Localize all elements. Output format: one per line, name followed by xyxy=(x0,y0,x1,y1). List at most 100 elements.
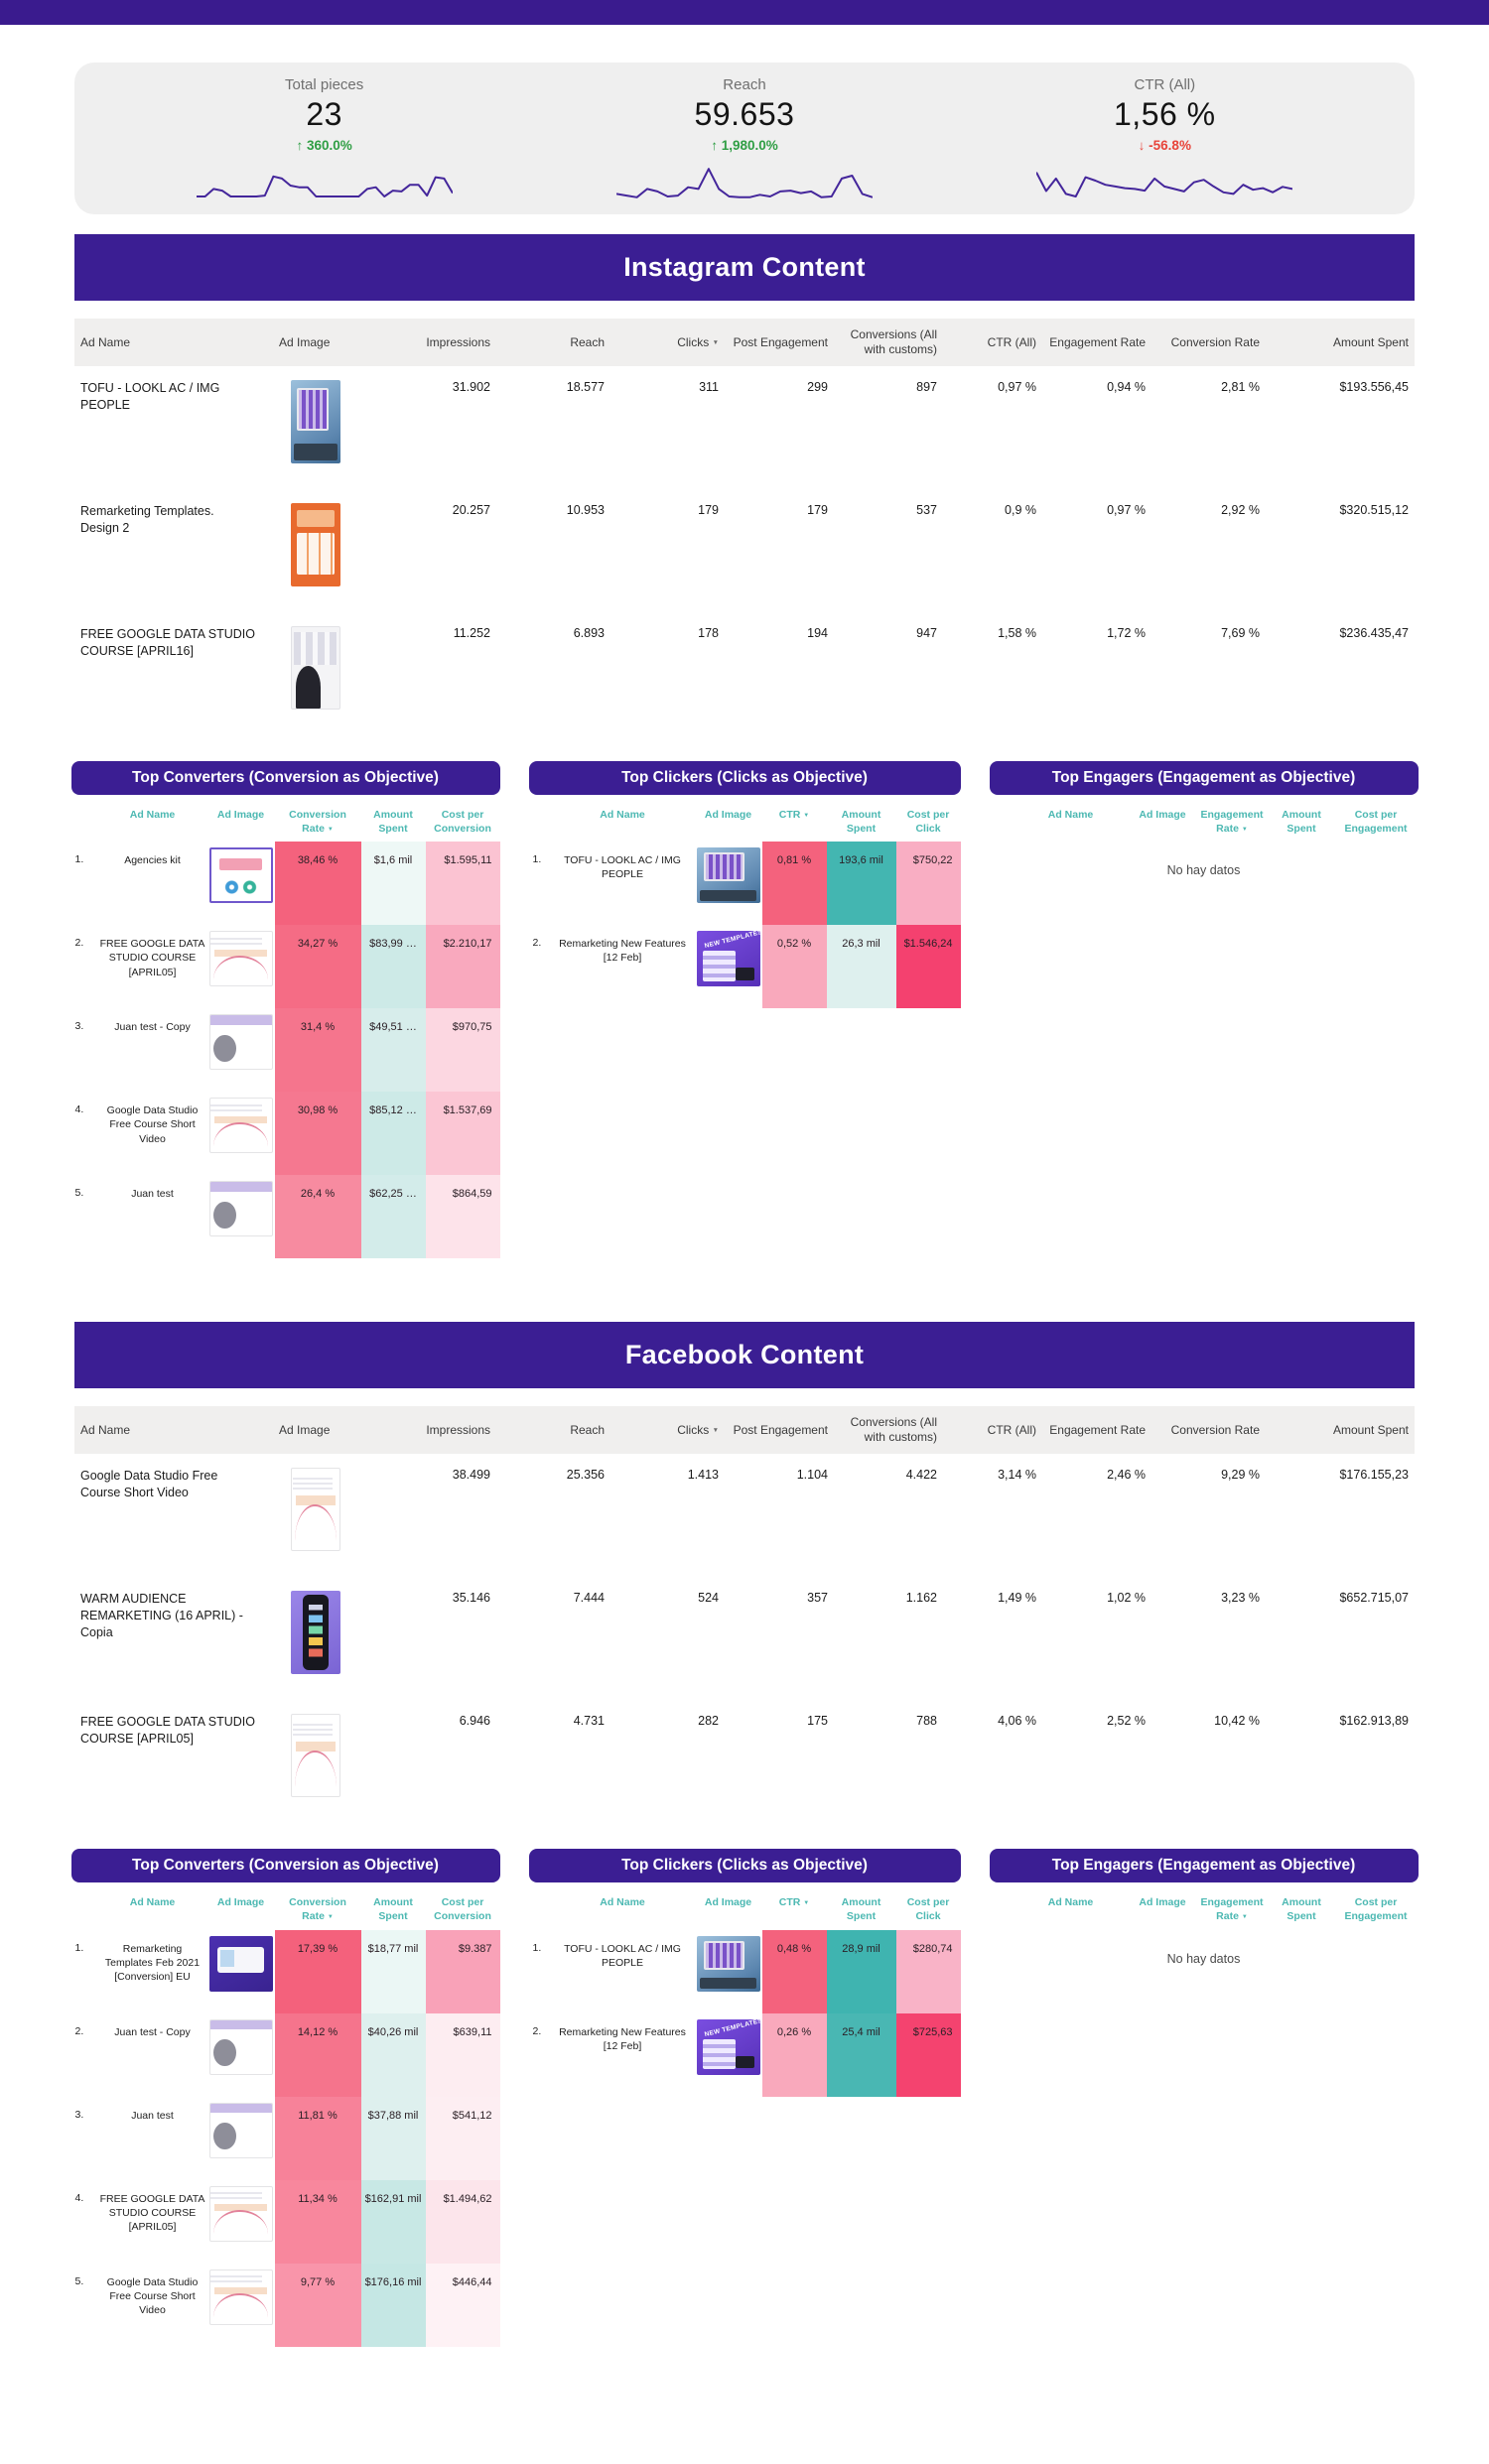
cost-per-click-cell: $725,63 xyxy=(895,2012,961,2097)
col-reach[interactable]: Reach xyxy=(496,319,610,366)
facebook-section-banner: Facebook Content xyxy=(74,1322,1415,1389)
col-amount-spent[interactable]: Amount Spent xyxy=(1282,809,1321,835)
top-bar xyxy=(0,0,1489,25)
cost-per-conversion-cell: $9.387 xyxy=(425,1929,500,2013)
post-engagement-value: 179 xyxy=(807,503,828,517)
col-engagement-rate[interactable]: Engagement Rate ▼ xyxy=(1200,1896,1264,1922)
col-post-engagement[interactable]: Post Engagement xyxy=(725,1406,834,1455)
post-engagement-value: 357 xyxy=(807,1591,828,1606)
col-amount-spent[interactable]: Amount Spent xyxy=(841,809,881,835)
col-ad-image: Ad Image xyxy=(216,809,265,821)
kpi-sparkline xyxy=(1035,157,1293,204)
engagement-rate-value: 2,46 % xyxy=(1107,1468,1146,1483)
col-ctr[interactable]: CTR (All) xyxy=(943,1406,1042,1455)
reach-value: 25.356 xyxy=(566,1468,605,1483)
top-list-row: 3. Juan test 11,81 % $37,88 mil $541,12 xyxy=(71,2096,500,2180)
conversion-rate-cell: 31,4 % xyxy=(274,1008,361,1093)
kpi-label: Reach xyxy=(723,76,766,93)
sort-desc-icon: ▼ xyxy=(803,1900,810,1907)
clicks-value: 311 xyxy=(699,380,719,394)
top-list-row: 2. Juan test - Copy 14,12 % $40,26 mil $… xyxy=(71,2012,500,2097)
col-cost-per-conversion[interactable]: Cost per Conversion xyxy=(434,1896,491,1922)
reach-value: 7.444 xyxy=(573,1591,605,1606)
top-engagers-card: Top Engagers (Engagement as Objective) A… xyxy=(989,761,1419,877)
amount-spent-cell: $162,91 mil xyxy=(360,2179,426,2264)
top-list-row: 2. Remarketing New Features [12 Feb] NEW… xyxy=(529,2012,961,2097)
ad-name: Agencies kit xyxy=(124,854,181,867)
col-engagement-rate[interactable]: Engagement Rate ▼ xyxy=(1200,809,1264,835)
ad-image-thumbnail xyxy=(291,1468,340,1552)
col-clicks[interactable]: Clicks ▼ xyxy=(610,319,725,366)
col-impressions[interactable]: Impressions xyxy=(382,319,496,366)
col-post-engagement[interactable]: Post Engagement xyxy=(725,319,834,366)
engagement-rate-value: 2,52 % xyxy=(1107,1714,1146,1729)
impressions-value: 6.946 xyxy=(459,1714,490,1729)
col-reach[interactable]: Reach xyxy=(496,1406,610,1455)
conversion-rate-value: 2,81 % xyxy=(1221,380,1260,394)
col-amount-spent[interactable]: Amount Spent xyxy=(373,809,413,835)
facebook-section: Facebook Content Ad Name Ad Image Impres… xyxy=(0,1322,1489,2347)
col-cost-per-click[interactable]: Cost per Click xyxy=(906,1896,950,1922)
col-ad-image: Ad Image xyxy=(704,1896,752,1909)
mini-table-header: Ad Name Ad Image CTR ▼ Amount Spent Cost… xyxy=(529,1890,961,1929)
col-engagement-rate[interactable]: Engagement Rate xyxy=(1042,319,1151,366)
col-amount-spent[interactable]: Amount Spent xyxy=(373,1896,413,1922)
ctr-value: 1,58 % xyxy=(998,626,1036,640)
instagram-ads-table: Ad Name Ad Image Impressions Reach Click… xyxy=(74,319,1415,735)
row-rank: 4. xyxy=(74,1103,84,1116)
col-amount-spent[interactable]: Amount Spent xyxy=(1266,319,1415,366)
ad-name: TOFU - LOOKL AC / IMG PEOPLE xyxy=(564,1942,681,1969)
col-ctr[interactable]: CTR ▼ xyxy=(778,809,810,821)
col-ad-name: Ad Name xyxy=(600,809,645,821)
table-header-row: Ad Name Ad Image Impressions Reach Click… xyxy=(74,319,1415,366)
col-cost-per-click[interactable]: Cost per Click xyxy=(906,809,950,835)
row-rank: 4. xyxy=(74,2191,84,2204)
kpi-delta: ↑ 360.0% xyxy=(197,138,453,153)
clicks-value: 282 xyxy=(698,1714,719,1729)
col-amount-spent[interactable]: Amount Spent xyxy=(1266,1406,1415,1455)
sort-desc-icon: ▼ xyxy=(712,1426,719,1434)
ctr-value: 0,9 % xyxy=(1005,503,1036,517)
top-list-row: 3. Juan test - Copy 31,4 % $49,51 … $970… xyxy=(71,1008,500,1093)
col-cost-per-conversion[interactable]: Cost per Conversion xyxy=(434,809,491,835)
amount-spent-cell: $176,16 mil xyxy=(360,2263,426,2347)
reach-value: 6.893 xyxy=(573,626,605,640)
col-impressions[interactable]: Impressions xyxy=(382,1406,496,1455)
mini-table-header: Ad Name Ad Image Engagement Rate ▼ Amoun… xyxy=(990,803,1419,842)
col-engagement-rate[interactable]: Engagement Rate xyxy=(1042,1406,1151,1455)
top-engagers-title: Top Engagers (Engagement as Objective) xyxy=(989,1849,1419,1883)
section-title: Instagram Content xyxy=(623,252,866,282)
col-cost-per-engagement[interactable]: Cost per Engagement xyxy=(1344,1896,1408,1922)
ctr-value: 4,06 % xyxy=(998,1714,1036,1729)
col-conversions[interactable]: Conversions (All with customs) xyxy=(834,1406,943,1455)
col-conversion-rate[interactable]: Conversion Rate ▼ xyxy=(289,1896,346,1922)
kpi-block: Total pieces 23 ↑ 360.0% xyxy=(196,76,454,204)
sort-desc-icon: ▼ xyxy=(327,826,334,833)
ad-name: WARM AUDIENCE REMARKETING (16 APRIL) - C… xyxy=(80,1592,243,1640)
col-amount-spent[interactable]: Amount Spent xyxy=(1282,1896,1321,1922)
conversion-rate-value: 7,69 % xyxy=(1221,626,1260,640)
amount-spent-cell: $49,51 … xyxy=(360,1008,426,1093)
ad-name: Google Data Studio Free Course Short Vid… xyxy=(106,1104,199,1145)
row-rank: 1. xyxy=(74,1941,84,1954)
ad-image-thumbnail xyxy=(208,1098,273,1154)
sort-desc-icon: ▼ xyxy=(803,813,810,819)
top-converters-title: Top Converters (Conversion as Objective) xyxy=(70,1849,500,1883)
top-clickers-card: Top Clickers (Clicks as Objective) Ad Na… xyxy=(528,761,961,1009)
impressions-value: 20.257 xyxy=(452,503,490,517)
col-conversion-rate[interactable]: Conversion Rate xyxy=(1151,1406,1266,1455)
col-ctr[interactable]: CTR (All) xyxy=(943,319,1042,366)
col-conversion-rate[interactable]: Conversion Rate xyxy=(1151,319,1266,366)
cost-per-click-cell: $280,74 xyxy=(895,1929,961,2013)
col-clicks[interactable]: Clicks ▼ xyxy=(610,1406,725,1455)
ctr-value: 3,14 % xyxy=(998,1468,1036,1483)
ad-name: Juan test xyxy=(131,2109,174,2122)
reach-value: 18.577 xyxy=(566,380,605,394)
amount-spent-cell: $37,88 mil xyxy=(360,2096,426,2180)
col-ctr[interactable]: CTR ▼ xyxy=(778,1896,810,1909)
col-amount-spent[interactable]: Amount Spent xyxy=(841,1896,881,1922)
amount-spent-cell: $85,12 … xyxy=(360,1092,426,1176)
col-cost-per-engagement[interactable]: Cost per Engagement xyxy=(1344,809,1408,835)
col-conversion-rate[interactable]: Conversion Rate ▼ xyxy=(289,809,346,835)
col-conversions[interactable]: Conversions (All with customs) xyxy=(834,319,943,366)
